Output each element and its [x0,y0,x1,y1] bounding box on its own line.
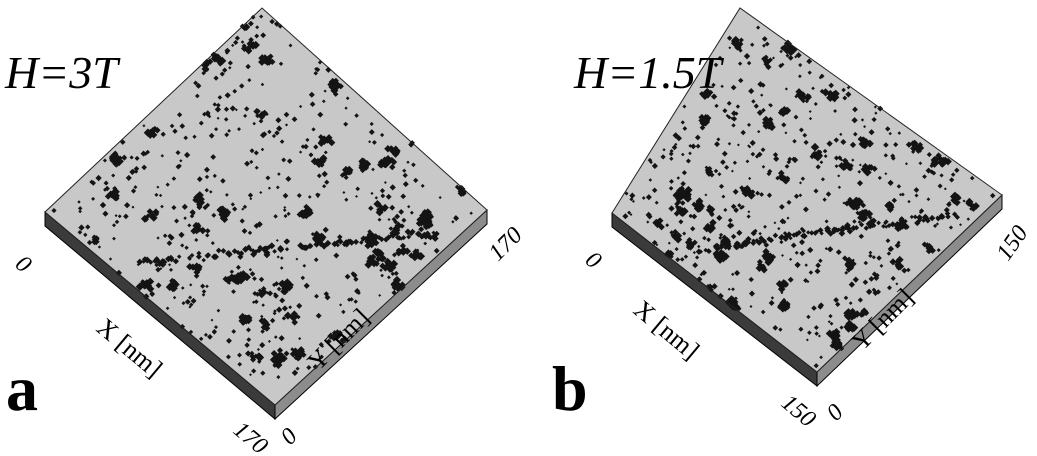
field-label: H=1.5T [573,47,725,98]
x-max-label: 150 [776,390,820,433]
y-max-label: 170 [484,222,528,266]
field-label: H=3T [4,47,121,98]
x-max-label: 170 [228,417,272,456]
x-min-label: 0 [10,251,36,279]
y-min-label: 0 [276,423,303,450]
surfaces [45,8,1002,419]
x-axis-label: X [nm] [628,294,705,365]
figure: H=3T a 0 X [nm] 170 0 Y [nm] 170 H=1.5T … [0,0,1037,456]
y-max-label: 150 [992,221,1034,265]
x-min-label: 0 [580,247,606,275]
y-min-label: 0 [822,399,849,426]
x-axis-label: X [nm] [91,312,168,383]
panel-letter: b [552,353,588,424]
panel-letter: a [6,353,38,424]
